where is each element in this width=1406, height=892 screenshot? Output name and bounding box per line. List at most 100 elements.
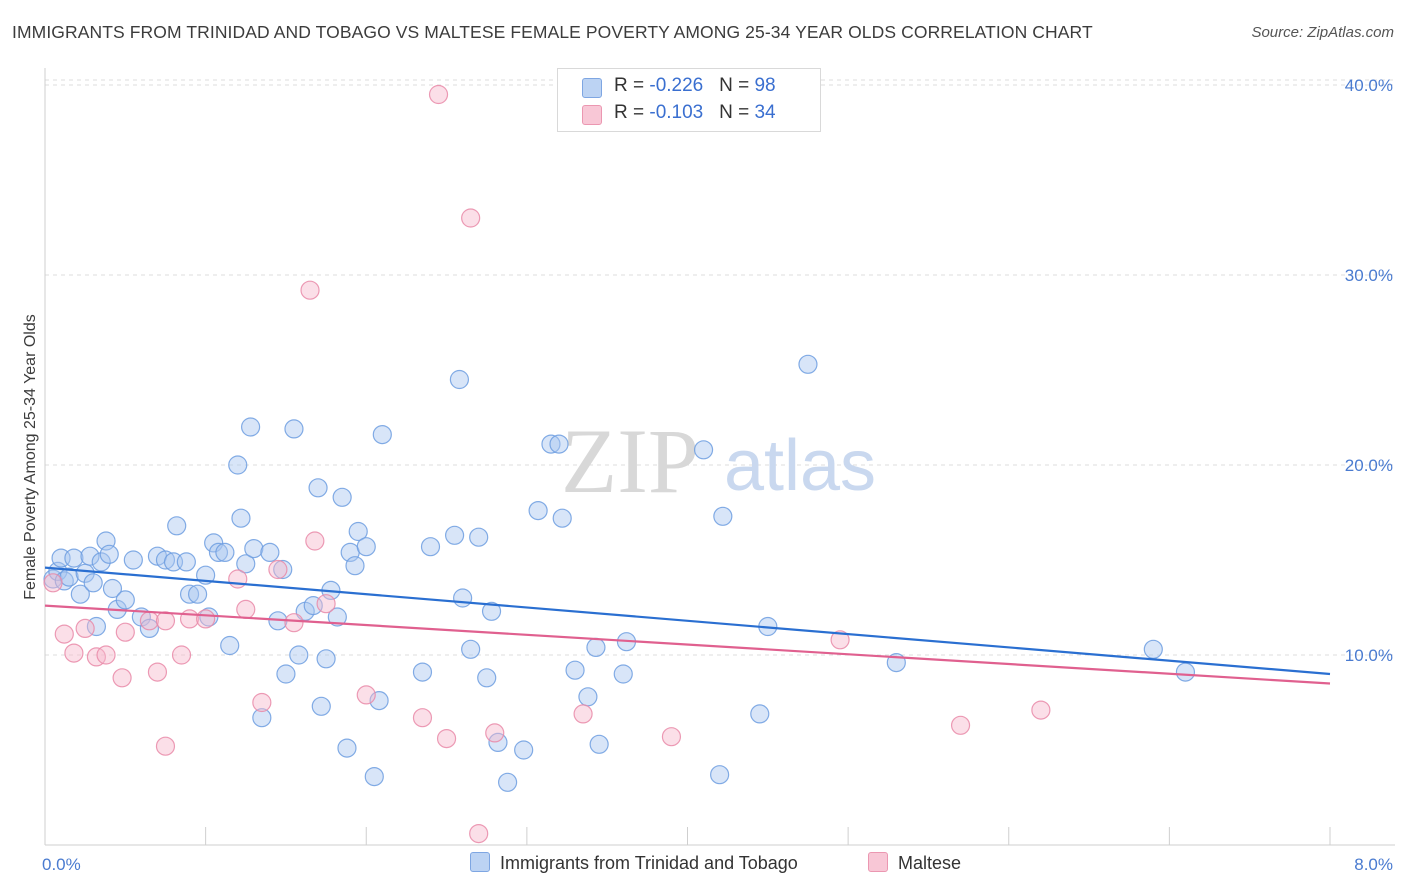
point-trinidad [798,354,818,374]
point-trinidad [565,660,585,680]
bottom-legend-swatch-blue [470,852,490,872]
point-trinidad [356,537,376,557]
point-trinidad [236,554,256,574]
point-maltese [412,708,433,728]
point-maltese [64,643,84,663]
point-trinidad [327,607,347,627]
point-trinidad [1175,662,1196,682]
point-trinidad [64,548,84,568]
point-trinidad [289,645,309,665]
point-maltese [155,736,176,756]
legend-swatch-blue [582,78,602,98]
point-maltese [950,715,971,735]
point-trinidad [348,521,368,542]
point-maltese [428,84,449,105]
point-trinidad [364,766,384,787]
point-trinidad [167,516,187,536]
y-tick-label: 20.0% [1345,456,1393,475]
point-trinidad [215,542,235,563]
point-trinidad [204,533,224,553]
point-trinidad [273,559,293,580]
point-maltese [436,728,457,749]
point-maltese [112,668,132,688]
point-trinidad [549,434,569,454]
y-tick-label: 30.0% [1345,266,1393,285]
point-maltese [573,704,593,724]
x-tick-label: 8.0% [1354,855,1393,874]
legend-r-value: -0.103 [649,102,704,123]
point-trinidad [453,588,473,608]
legend-r-value: -0.226 [649,75,704,96]
point-maltese [75,618,95,639]
point-trinidad [345,556,365,576]
legend-n-value: 98 [754,75,776,96]
point-trinidad [444,525,465,545]
point-trinidad [481,601,502,621]
point-trinidad [102,578,123,599]
point-trinidad [449,369,470,390]
chart-title: IMMIGRANTS FROM TRINIDAD AND TOBAGO VS M… [12,22,1093,42]
point-trinidad [461,639,481,659]
point-trinidad [420,537,441,557]
point-trinidad [260,542,280,563]
point-trinidad [231,508,251,528]
point-trinidad [710,765,730,785]
point-maltese [485,723,505,743]
point-trinidad [693,440,714,460]
point-trinidad [70,584,90,604]
point-maltese [316,594,336,614]
point-maltese [268,559,288,580]
point-trinidad [412,662,433,682]
point-maltese [305,531,325,551]
point-maltese [356,685,376,705]
point-trinidad [252,708,272,728]
point-trinidad [541,434,561,454]
point-trinidad [241,417,261,437]
point-trinidad [750,704,770,724]
point-maltese [179,609,200,629]
point-maltese [830,630,850,650]
y-tick-label: 40.0% [1345,76,1393,95]
point-trinidad [514,740,534,760]
point-trinidad [284,419,304,439]
point-trinidad [469,527,489,547]
point-maltese [86,647,107,667]
point-trinidad [586,637,606,658]
point-trinidad [316,649,336,669]
watermark-zip: ZIP [561,410,699,512]
point-maltese [461,208,481,228]
point-maltese [469,823,489,844]
point-trinidad [123,550,143,570]
point-trinidad [208,542,229,563]
point-trinidad [155,550,176,570]
point-trinidad [578,687,598,707]
point-maltese [284,613,304,633]
point-maltese [54,624,74,644]
trendline-trinidad [44,566,1331,676]
point-maltese [661,727,682,747]
point-trinidad [220,635,240,656]
point-trinidad [498,772,518,792]
bottom-legend-swatch-pink [868,852,888,872]
point-trinidad [713,506,733,526]
correlation-legend: R = -0.226 N = 98 R = -0.103 N = 34 [557,68,821,132]
point-trinidad [115,590,135,610]
point-maltese [300,280,320,300]
point-trinidad [139,618,160,639]
point-trinidad [337,738,357,758]
axes [44,68,1395,846]
point-trinidad [1143,639,1163,659]
y-axis-label: Female Poverty Among 25-34 Year Olds [22,314,39,600]
legend-swatch-pink [582,105,602,125]
bottom-legend-trinidad: Immigrants from Trinidad and Tobago [470,852,798,874]
trendline-maltese [44,604,1331,685]
point-trinidad [613,664,633,684]
point-maltese [1031,700,1051,720]
source-label: Source: ZipAtlas.com [1251,24,1394,41]
point-trinidad [83,573,103,593]
bottom-legend-maltese: Maltese [868,852,961,874]
point-maltese [96,645,116,665]
point-trinidad [372,425,392,445]
watermark-atlas: atlas [724,426,876,506]
